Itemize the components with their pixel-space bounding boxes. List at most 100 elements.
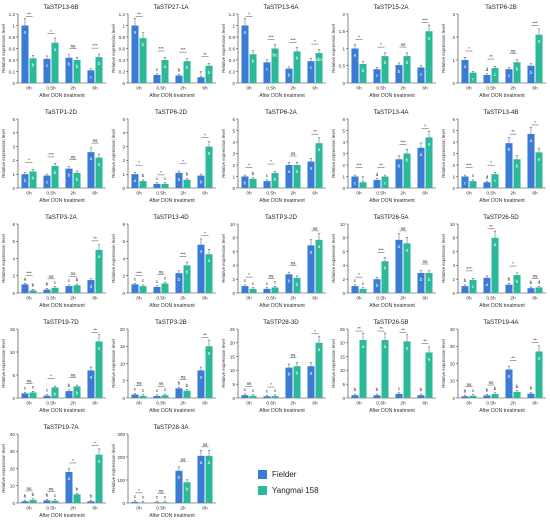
- significance-letter: a: [464, 65, 467, 70]
- significance-letter: b: [288, 73, 291, 79]
- significance-letter: b: [178, 475, 181, 481]
- significance-letter: b: [516, 66, 519, 72]
- significance-letter: c: [156, 280, 159, 285]
- bar: [249, 288, 257, 293]
- bar: [29, 171, 37, 188]
- chart-title: TaSTP27-1A: [153, 4, 189, 11]
- y-axis-label: Relative expression level: [111, 339, 116, 388]
- y-tick-label: 4: [122, 256, 125, 261]
- x-tick-label: 0.5h: [376, 191, 386, 197]
- chart-panel: TaSTP6-2B 0 1 2 3 Relative expression level a c…: [441, 4, 546, 99]
- bar: [293, 366, 301, 398]
- y-tick-label: 4: [122, 131, 125, 136]
- y-axis-label: Relative expression level: [441, 234, 446, 283]
- significance-letter: a: [244, 31, 247, 36]
- y-axis-label: Relative expression level: [441, 129, 446, 178]
- y-tick-label: 0: [12, 396, 15, 401]
- significance-letter: c: [472, 285, 475, 290]
- y-tick-label: 1: [342, 174, 345, 179]
- significance-letter: a: [310, 371, 313, 376]
- significance-letter: a: [420, 153, 423, 158]
- significance-letter: c: [134, 495, 137, 500]
- bar: [205, 346, 213, 398]
- significance-letter: a: [538, 40, 541, 45]
- y-tick-label: 10: [450, 379, 456, 384]
- x-tick-label: 2h: [290, 86, 296, 92]
- sig-mark: *: [314, 39, 316, 44]
- y-tick-label: 0.8: [229, 35, 236, 40]
- chart-panel: TaSTP13-4B 0 1 2 3 4 5 6 Relative expression lev…: [441, 109, 546, 204]
- y-tick-label: 0: [12, 186, 15, 191]
- bar: [315, 53, 323, 83]
- sig-mark: ***: [290, 37, 296, 42]
- y-tick-label: 5: [232, 382, 235, 387]
- bar: [95, 454, 103, 503]
- y-tick-label: 0.4: [229, 58, 236, 63]
- y-tick-label: 4: [342, 140, 345, 145]
- x-tick-label: 0h: [466, 401, 472, 407]
- y-tick-label: 8: [342, 236, 345, 241]
- x-axis-label: After DON treatment: [479, 198, 525, 204]
- y-tick-label: 300: [117, 432, 125, 437]
- bar: [197, 175, 205, 188]
- bar: [205, 254, 213, 293]
- significance-letter: c: [164, 177, 167, 182]
- y-tick-label: 1: [12, 23, 15, 28]
- y-tick-label: 1.2: [9, 12, 16, 17]
- significance-letter: d: [486, 67, 489, 73]
- chart-title: TaSTP15-2A: [373, 4, 409, 11]
- significance-letter: b: [486, 387, 489, 393]
- bar: [161, 502, 169, 503]
- bar: [87, 70, 95, 83]
- bar: [139, 286, 147, 293]
- x-axis-label: After DON treatment: [259, 303, 305, 309]
- y-tick-label: 1.5: [339, 29, 346, 34]
- y-tick-label: 40: [10, 432, 16, 437]
- significance-letter: a: [200, 375, 203, 380]
- significance-letter: b: [142, 173, 145, 179]
- chart-panel: TaSTP6-2A 0 1 2 3 4 5 6 Relative expression leve…: [221, 109, 326, 204]
- y-axis-label: Relative expression level: [331, 234, 336, 283]
- bar: [373, 179, 381, 188]
- bar: [461, 176, 469, 188]
- y-tick-label: 0: [122, 501, 125, 506]
- significance-letter: c: [252, 282, 255, 287]
- bar: [263, 288, 271, 293]
- bar: [241, 395, 249, 398]
- legend-item-yangmai: Yangmai 158: [258, 482, 418, 498]
- y-axis-label: Relative expression level: [1, 129, 6, 178]
- x-tick-label: 0.5h: [156, 296, 166, 302]
- bar: [139, 181, 147, 188]
- y-tick-label: 10: [340, 368, 346, 373]
- x-tick-label: 6h: [202, 506, 208, 512]
- y-tick-label: 0.4: [119, 58, 126, 63]
- y-tick-label: 3: [452, 151, 455, 156]
- y-tick-label: 0: [452, 81, 455, 86]
- x-axis-label: After DON treatment: [369, 303, 415, 309]
- x-axis-label: After DON treatment: [479, 303, 525, 309]
- y-tick-label: 0.8: [9, 35, 16, 40]
- bar: [527, 65, 535, 83]
- sig-mark: ns: [71, 155, 77, 160]
- x-tick-label: 6h: [312, 191, 318, 197]
- x-tick-label: 6h: [202, 86, 208, 92]
- significance-letter: b: [186, 486, 189, 492]
- y-tick-label: 200: [117, 455, 125, 460]
- sig-mark: *: [72, 458, 74, 463]
- significance-letter: b: [384, 60, 387, 66]
- bar: [95, 341, 103, 398]
- x-tick-label: 2h: [510, 296, 516, 302]
- chart-panel: TaSTP28-3A 0 100 200 300 Relative expression …: [111, 424, 216, 519]
- significance-letter: b: [178, 380, 181, 386]
- bar: [183, 482, 191, 503]
- bar: [65, 168, 73, 188]
- significance-letter: c: [354, 279, 357, 284]
- y-tick-label: 3: [122, 144, 125, 149]
- bar: [95, 57, 103, 83]
- significance-letter: b: [296, 169, 299, 175]
- bar: [183, 61, 191, 83]
- y-tick-label: 2: [342, 277, 345, 282]
- x-tick-label: 6h: [532, 401, 538, 407]
- x-tick-label: 0h: [466, 191, 472, 197]
